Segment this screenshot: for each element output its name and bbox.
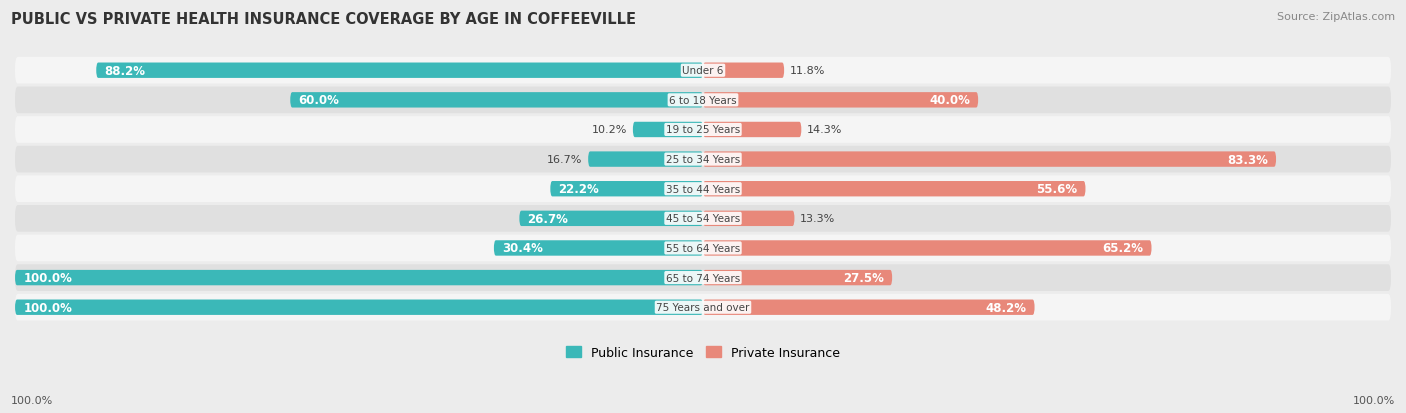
FancyBboxPatch shape [96, 63, 703, 79]
Text: 55.6%: 55.6% [1036, 183, 1077, 196]
FancyBboxPatch shape [15, 206, 1391, 232]
Text: 40.0%: 40.0% [929, 94, 970, 107]
FancyBboxPatch shape [633, 123, 703, 138]
FancyBboxPatch shape [550, 182, 703, 197]
Text: 30.4%: 30.4% [502, 242, 543, 255]
FancyBboxPatch shape [15, 294, 1391, 321]
Text: 26.7%: 26.7% [527, 212, 568, 225]
Text: 19 to 25 Years: 19 to 25 Years [666, 125, 740, 135]
Text: Under 6: Under 6 [682, 66, 724, 76]
FancyBboxPatch shape [494, 241, 703, 256]
Text: 60.0%: 60.0% [298, 94, 339, 107]
Legend: Public Insurance, Private Insurance: Public Insurance, Private Insurance [561, 341, 845, 364]
Text: 11.8%: 11.8% [790, 66, 825, 76]
Text: 25 to 34 Years: 25 to 34 Years [666, 155, 740, 165]
FancyBboxPatch shape [15, 235, 1391, 262]
Text: 27.5%: 27.5% [844, 271, 884, 285]
FancyBboxPatch shape [290, 93, 703, 108]
FancyBboxPatch shape [15, 146, 1391, 173]
FancyBboxPatch shape [703, 300, 1035, 315]
FancyBboxPatch shape [703, 211, 794, 226]
FancyBboxPatch shape [703, 123, 801, 138]
Text: 83.3%: 83.3% [1227, 153, 1268, 166]
Text: 100.0%: 100.0% [11, 395, 53, 405]
Text: 48.2%: 48.2% [986, 301, 1026, 314]
FancyBboxPatch shape [703, 152, 1277, 167]
Text: 88.2%: 88.2% [104, 64, 145, 78]
FancyBboxPatch shape [15, 117, 1391, 143]
Text: 16.7%: 16.7% [547, 155, 582, 165]
Text: 100.0%: 100.0% [24, 271, 72, 285]
FancyBboxPatch shape [15, 270, 703, 286]
FancyBboxPatch shape [15, 300, 703, 315]
FancyBboxPatch shape [703, 241, 1152, 256]
FancyBboxPatch shape [703, 63, 785, 79]
Text: 65.2%: 65.2% [1102, 242, 1143, 255]
Text: 10.2%: 10.2% [592, 125, 627, 135]
FancyBboxPatch shape [703, 93, 979, 108]
Text: 65 to 74 Years: 65 to 74 Years [666, 273, 740, 283]
FancyBboxPatch shape [15, 87, 1391, 114]
Text: 22.2%: 22.2% [558, 183, 599, 196]
Text: 13.3%: 13.3% [800, 214, 835, 224]
FancyBboxPatch shape [588, 152, 703, 167]
Text: 75 Years and over: 75 Years and over [657, 302, 749, 313]
Text: 100.0%: 100.0% [1353, 395, 1395, 405]
FancyBboxPatch shape [519, 211, 703, 226]
Text: 55 to 64 Years: 55 to 64 Years [666, 243, 740, 253]
FancyBboxPatch shape [15, 176, 1391, 202]
FancyBboxPatch shape [703, 182, 1085, 197]
FancyBboxPatch shape [15, 265, 1391, 291]
FancyBboxPatch shape [15, 58, 1391, 84]
Text: 100.0%: 100.0% [24, 301, 72, 314]
Text: 35 to 44 Years: 35 to 44 Years [666, 184, 740, 194]
Text: Source: ZipAtlas.com: Source: ZipAtlas.com [1277, 12, 1395, 22]
Text: 45 to 54 Years: 45 to 54 Years [666, 214, 740, 224]
Text: PUBLIC VS PRIVATE HEALTH INSURANCE COVERAGE BY AGE IN COFFEEVILLE: PUBLIC VS PRIVATE HEALTH INSURANCE COVER… [11, 12, 637, 27]
FancyBboxPatch shape [703, 270, 893, 286]
Text: 6 to 18 Years: 6 to 18 Years [669, 95, 737, 106]
Text: 14.3%: 14.3% [807, 125, 842, 135]
